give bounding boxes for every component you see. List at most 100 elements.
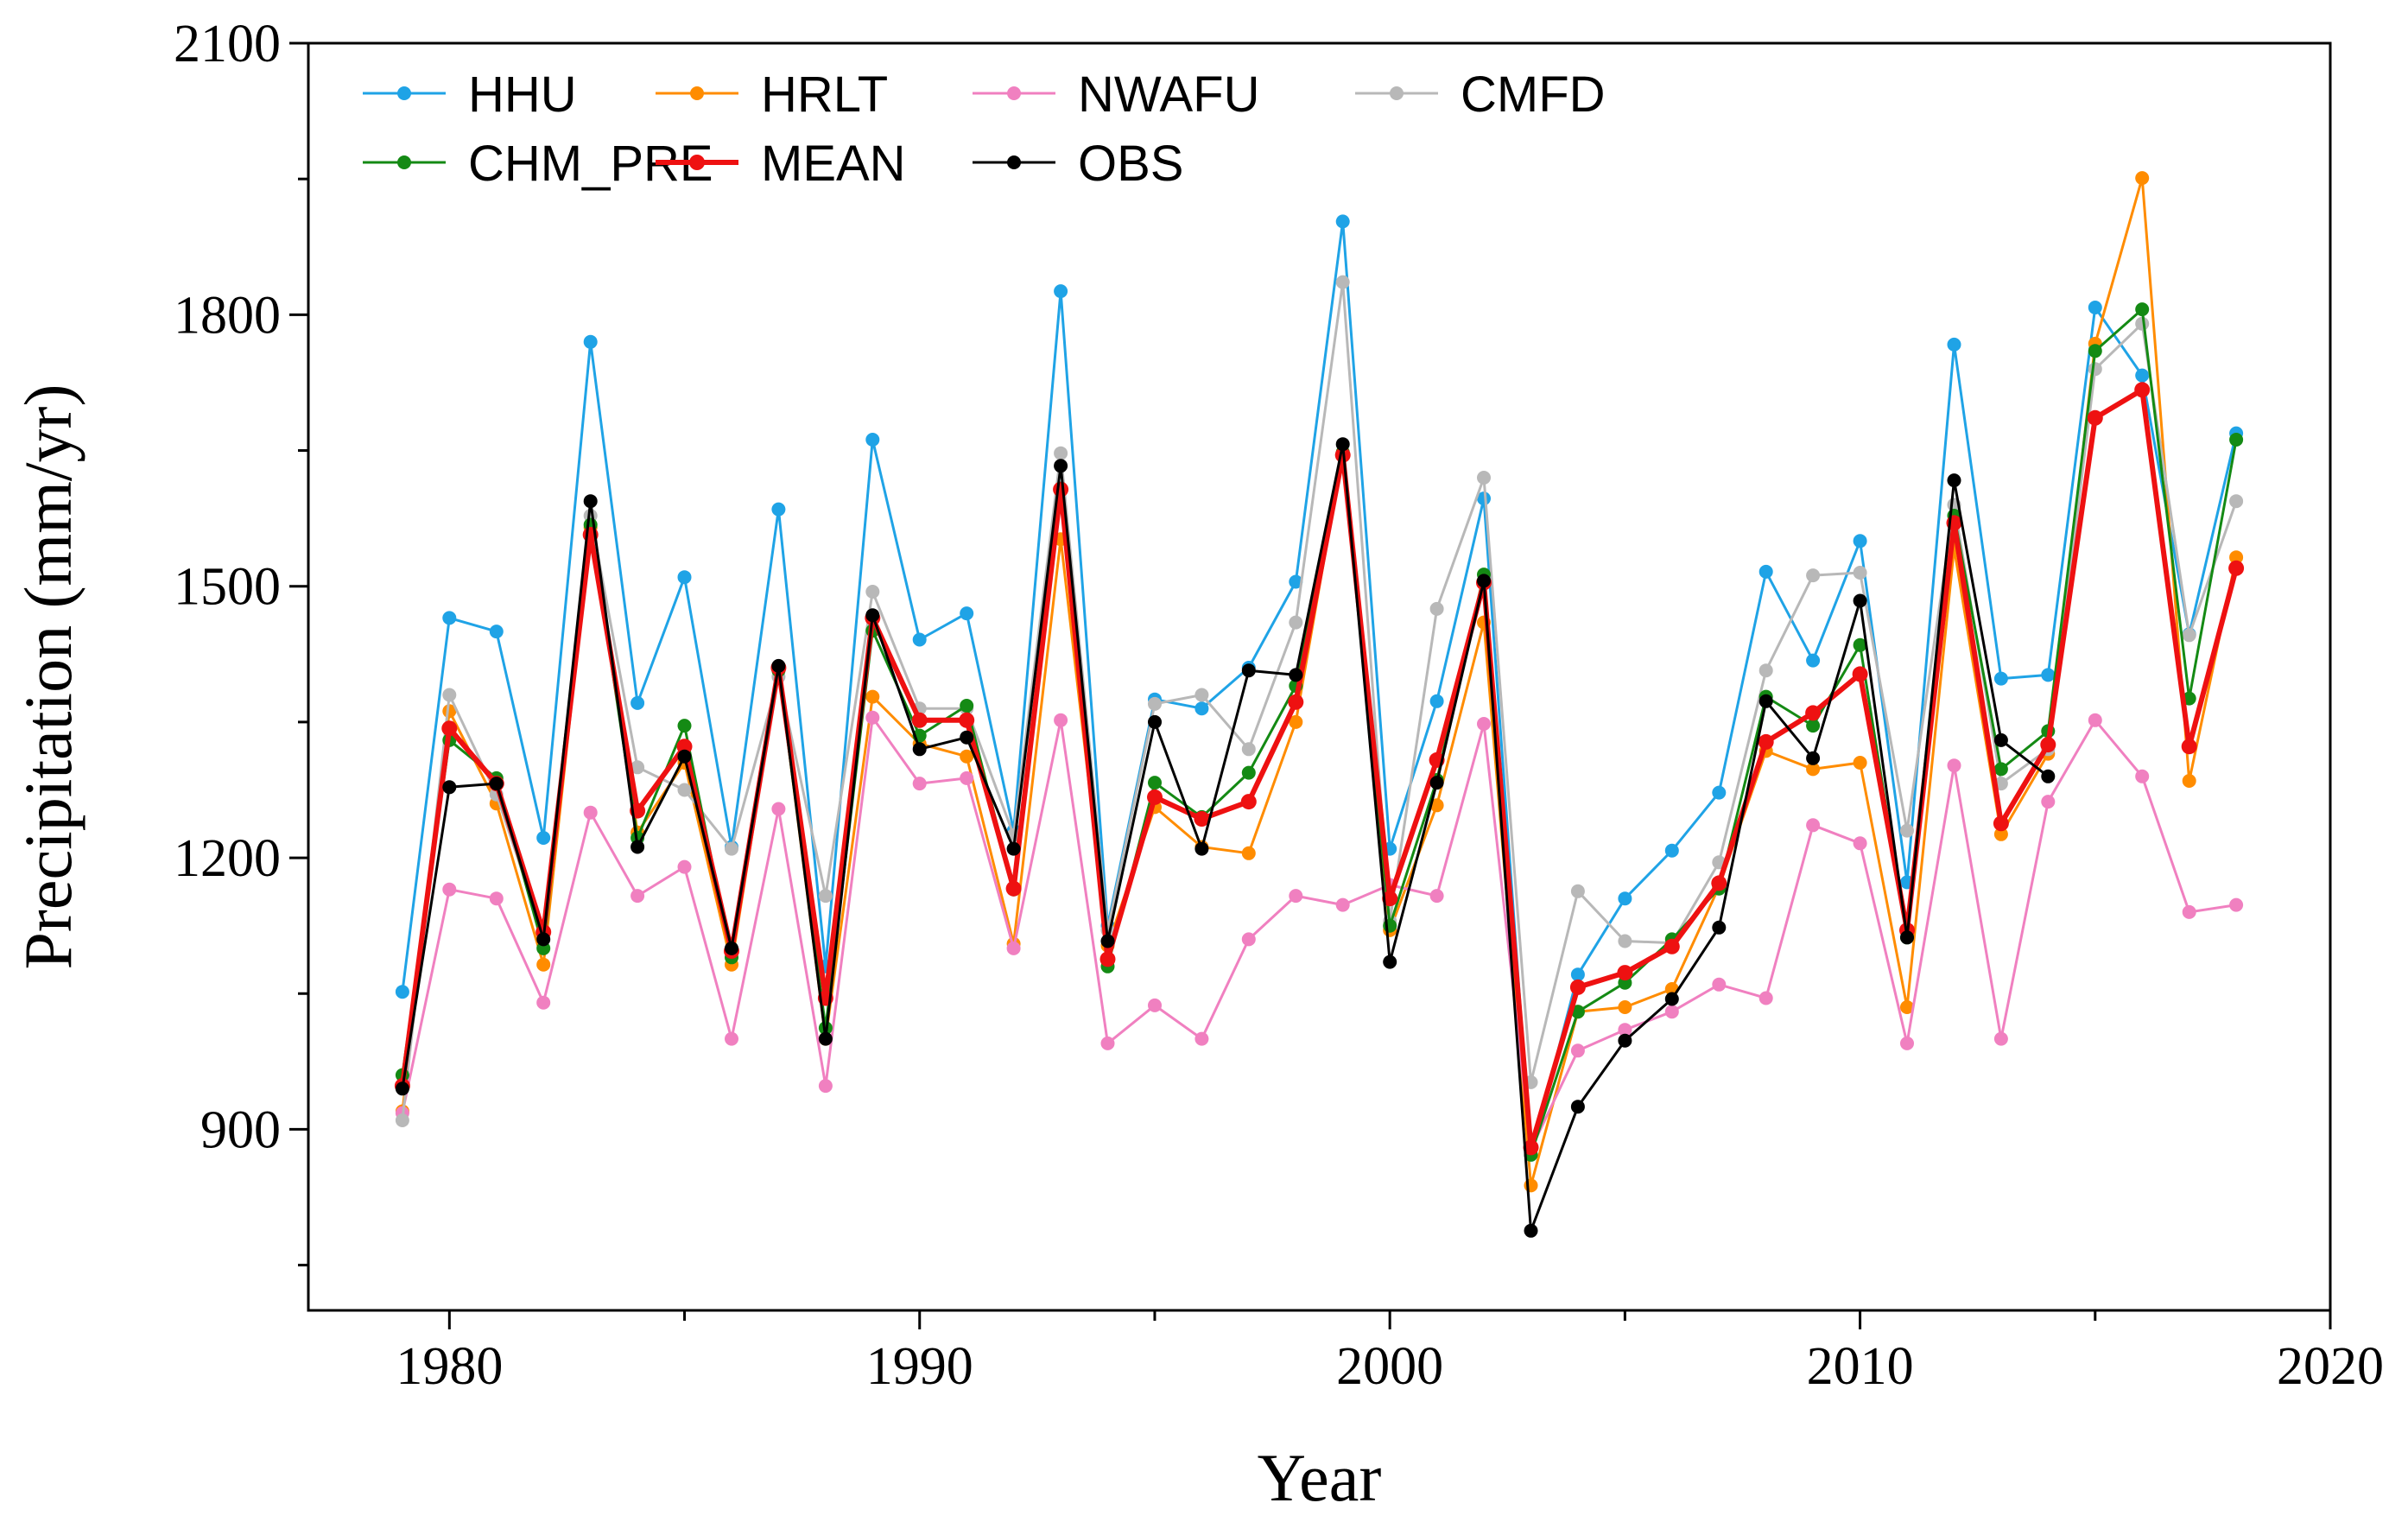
data-point-cmfd-1995: [1148, 696, 1162, 711]
x-axis-title: Year: [1258, 1440, 1382, 1515]
data-point-hrlt-1982: [536, 957, 551, 972]
data-point-obs-1998: [1289, 668, 1303, 682]
x-tick-label: 1990: [866, 1337, 973, 1396]
data-point-hhu-1987: [771, 502, 786, 517]
data-point-obs-1991: [960, 730, 974, 745]
data-point-hhu-2005: [1618, 891, 1632, 906]
data-point-hhu-2007: [1712, 785, 1727, 800]
data-point-hhu-2002: [1477, 491, 1491, 506]
legend-label: HRLT: [761, 67, 888, 123]
data-point-chm-pre-2018: [2229, 433, 2244, 447]
data-point-nwafu-2018: [2229, 897, 2244, 912]
data-point-obs-1981: [489, 777, 504, 791]
data-point-mean-1985: [676, 739, 693, 755]
x-tick-label: 2000: [1336, 1337, 1443, 1396]
data-point-hhu-1981: [489, 625, 504, 639]
data-point-obs-2003: [1524, 1223, 1538, 1238]
data-point-cmfd-1999: [1335, 275, 1350, 289]
data-point-chm-pre-1995: [1148, 776, 1162, 790]
legend-label: OBS: [1078, 136, 1184, 192]
data-point-hrlt-1991: [960, 749, 974, 764]
data-point-hhu-1989: [865, 433, 880, 447]
data-point-cmfd-1986: [725, 841, 738, 856]
data-point-nwafu-1997: [1241, 932, 1256, 947]
series-obs: [395, 437, 2056, 1238]
data-point-hhu-1979: [395, 985, 409, 999]
data-point-nwafu-2008: [1758, 991, 1773, 1005]
legend-item-mean: MEAN: [656, 136, 906, 192]
data-point-mean-2015: [2087, 409, 2103, 426]
data-point-nwafu-1998: [1289, 889, 1303, 904]
data-point-mean-1993: [1053, 481, 1069, 498]
data-point-mean-2013: [1993, 815, 2009, 832]
y-tick-label: 1800: [174, 286, 281, 345]
data-point-obs-1997: [1241, 663, 1256, 678]
data-point-cmfd-1993: [1054, 446, 1068, 460]
data-point-hrlt-2010: [1853, 756, 1867, 770]
data-point-cmfd-1979: [395, 1113, 409, 1127]
data-point-mean-2016: [2134, 382, 2151, 398]
x-tick-label: 2010: [1807, 1337, 1914, 1396]
data-point-mean-1980: [441, 720, 458, 737]
data-point-obs-2000: [1383, 954, 1397, 969]
data-point-nwafu-2006: [1664, 1005, 1679, 1019]
data-point-cmfd-2001: [1429, 601, 1444, 616]
data-point-obs-1982: [536, 932, 551, 947]
series-line-cmfd: [401, 281, 2238, 1121]
data-point-cmfd-1996: [1194, 688, 1209, 702]
x-tick-label: 2020: [2277, 1337, 2384, 1396]
legend-swatch-marker: [1007, 155, 1021, 169]
data-point-hhu-2015: [2088, 301, 2102, 314]
data-point-cmfd-1997: [1241, 742, 1256, 757]
data-point-cmfd-1984: [631, 760, 645, 775]
data-point-obs-1980: [442, 780, 457, 795]
data-point-hhu-2001: [1429, 694, 1444, 708]
data-point-nwafu-2007: [1712, 977, 1727, 992]
data-point-nwafu-2004: [1570, 1043, 1585, 1058]
data-point-chm-pre-1997: [1241, 765, 1256, 780]
data-point-obs-2004: [1570, 1100, 1585, 1114]
data-point-nwafu-1984: [631, 889, 645, 904]
data-point-nwafu-2001: [1429, 889, 1444, 904]
data-point-chm-pre-2015: [2088, 344, 2102, 358]
data-point-nwafu-1996: [1194, 1031, 1209, 1046]
data-point-nwafu-1993: [1054, 713, 1068, 727]
data-point-obs-1985: [677, 749, 692, 764]
data-point-nwafu-1989: [865, 710, 880, 725]
data-point-hhu-2016: [2135, 368, 2150, 383]
data-point-obs-1989: [865, 608, 880, 623]
data-point-obs-1983: [583, 494, 598, 509]
data-point-nwafu-1992: [1006, 941, 1021, 955]
data-point-nwafu-1988: [818, 1079, 833, 1094]
data-point-chm-pre-2013: [1993, 762, 2008, 777]
data-point-mean-2003: [1523, 1139, 1539, 1156]
data-point-obs-2010: [1853, 593, 1867, 608]
data-point-hhu-1999: [1335, 214, 1350, 229]
data-point-obs-1992: [1006, 841, 1021, 856]
data-point-nwafu-1983: [583, 805, 598, 820]
data-point-cmfd-2010: [1853, 566, 1867, 580]
data-point-nwafu-1986: [725, 1031, 738, 1046]
data-point-mean-2007: [1711, 875, 1727, 891]
data-point-mean-1990: [911, 712, 928, 728]
data-point-obs-2011: [1900, 930, 1914, 945]
data-point-cmfd-1985: [677, 783, 692, 797]
legend-swatch-marker: [397, 86, 411, 100]
series-layer: [394, 171, 2245, 1238]
data-point-obs-2013: [1993, 732, 2008, 747]
data-point-obs-2012: [1947, 473, 1961, 488]
data-point-obs-1999: [1335, 437, 1350, 452]
legend-item-obs: OBS: [973, 136, 1184, 192]
x-tick-label: 1980: [396, 1337, 503, 1396]
data-point-obs-1986: [725, 941, 738, 955]
data-point-cmfd-2017: [2182, 628, 2196, 643]
data-point-nwafu-2017: [2182, 904, 2196, 919]
data-point-hhu-1984: [631, 695, 645, 710]
data-point-hhu-1980: [442, 611, 457, 625]
data-point-hhu-1991: [960, 606, 974, 621]
data-point-mean-1998: [1288, 694, 1304, 710]
data-point-mean-2018: [2228, 560, 2245, 576]
data-point-chm-pre-2010: [1853, 637, 1867, 652]
data-point-nwafu-1990: [912, 777, 927, 791]
data-point-mean-1991: [959, 712, 975, 728]
